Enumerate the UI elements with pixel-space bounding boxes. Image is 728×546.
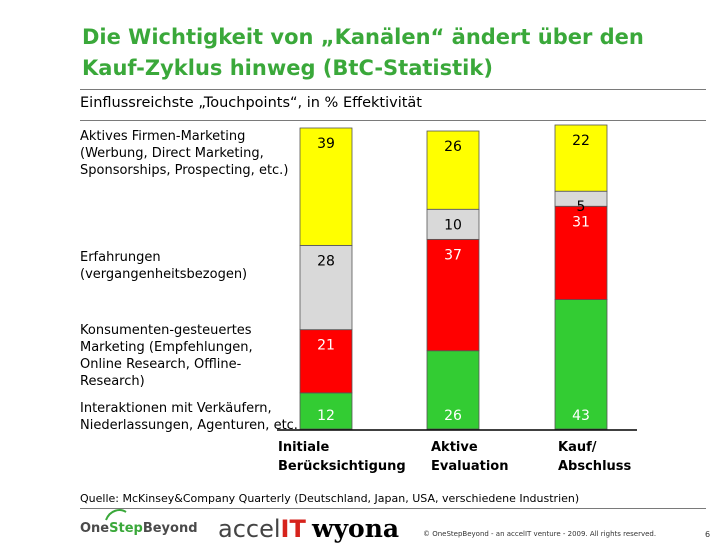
category-label-experience: Erfahrungen (vergangenheitsbezogen) xyxy=(80,250,248,282)
bar-segment xyxy=(299,127,353,246)
data-label: 10 xyxy=(444,217,462,233)
data-label: 28 xyxy=(317,253,335,269)
source-note: Quelle: McKinsey&Company Quarterly (Deut… xyxy=(80,492,580,505)
data-label: 39 xyxy=(317,136,335,152)
data-label: 21 xyxy=(317,338,335,354)
title-divider xyxy=(80,89,706,90)
subtitle-divider xyxy=(80,120,706,121)
data-label: 12 xyxy=(317,408,335,424)
bar-segment xyxy=(426,350,480,430)
bar-segment xyxy=(426,238,480,352)
wyona-logo: wyona xyxy=(312,514,400,543)
copyright-text: © OneStepBeyond - an accelIT venture - 2… xyxy=(423,530,657,538)
category-label-consumer: Konsumenten-gesteuertes Marketing (Empfe… xyxy=(80,323,253,389)
bar-segment xyxy=(554,299,608,430)
onestepbeyond-logo: OneStepBeyond xyxy=(80,521,198,536)
logo-accel: accel xyxy=(218,515,281,543)
accelit-logo: accelIT xyxy=(218,515,306,543)
logo-one: One xyxy=(80,521,110,536)
bar-segment xyxy=(554,205,608,300)
data-label: 26 xyxy=(444,408,462,424)
x-label-evaluation: Aktive Evaluation xyxy=(431,438,508,476)
page-title: Die Wichtigkeit von „Kanälen“ ändert übe… xyxy=(82,25,644,80)
stacked-bar-chart: 12 21 28 39 26 37 10 26 43 315 22 xyxy=(277,124,637,431)
logo-beyond: Beyond xyxy=(142,521,198,536)
data-label: 31 xyxy=(572,214,590,230)
x-label-purchase: Kauf/ Abschluss xyxy=(558,438,631,476)
footer-divider xyxy=(80,508,706,509)
x-label-initial-line2: Berücksichtigung xyxy=(278,459,406,474)
bar-segment xyxy=(299,244,353,331)
page-number: 6 xyxy=(705,530,711,539)
x-label-initial-line1: Initiale xyxy=(278,440,330,455)
x-label-evaluation-line1: Aktive xyxy=(431,440,478,455)
data-label: 5 xyxy=(577,199,586,215)
data-label: 37 xyxy=(444,247,462,263)
x-label-evaluation-line2: Evaluation xyxy=(431,459,509,474)
data-label: 26 xyxy=(444,139,462,155)
bar-segment xyxy=(426,208,480,240)
data-label: 22 xyxy=(572,133,590,149)
category-label-interactions: Interaktionen mit Verkäufern, Niederlass… xyxy=(80,401,298,433)
data-label: 43 xyxy=(572,408,590,424)
bar-segment xyxy=(299,329,353,394)
x-label-purchase-line2: Abschluss xyxy=(558,459,632,474)
chart-subtitle: Einflussreichste „Touchpoints“, in % Eff… xyxy=(80,95,422,111)
logo-it: IT xyxy=(280,515,306,543)
onestepbeyond-swirl-icon xyxy=(105,509,127,521)
x-label-initial: Initiale Berücksichtigung xyxy=(278,438,406,476)
category-label-marketing: Aktives Firmen-Marketing (Werbung, Direc… xyxy=(80,129,289,178)
bar-segment xyxy=(554,124,608,192)
bar-segment xyxy=(426,130,480,210)
x-label-purchase-line1: Kauf/ xyxy=(558,440,597,455)
logo-step: Step xyxy=(109,521,143,536)
